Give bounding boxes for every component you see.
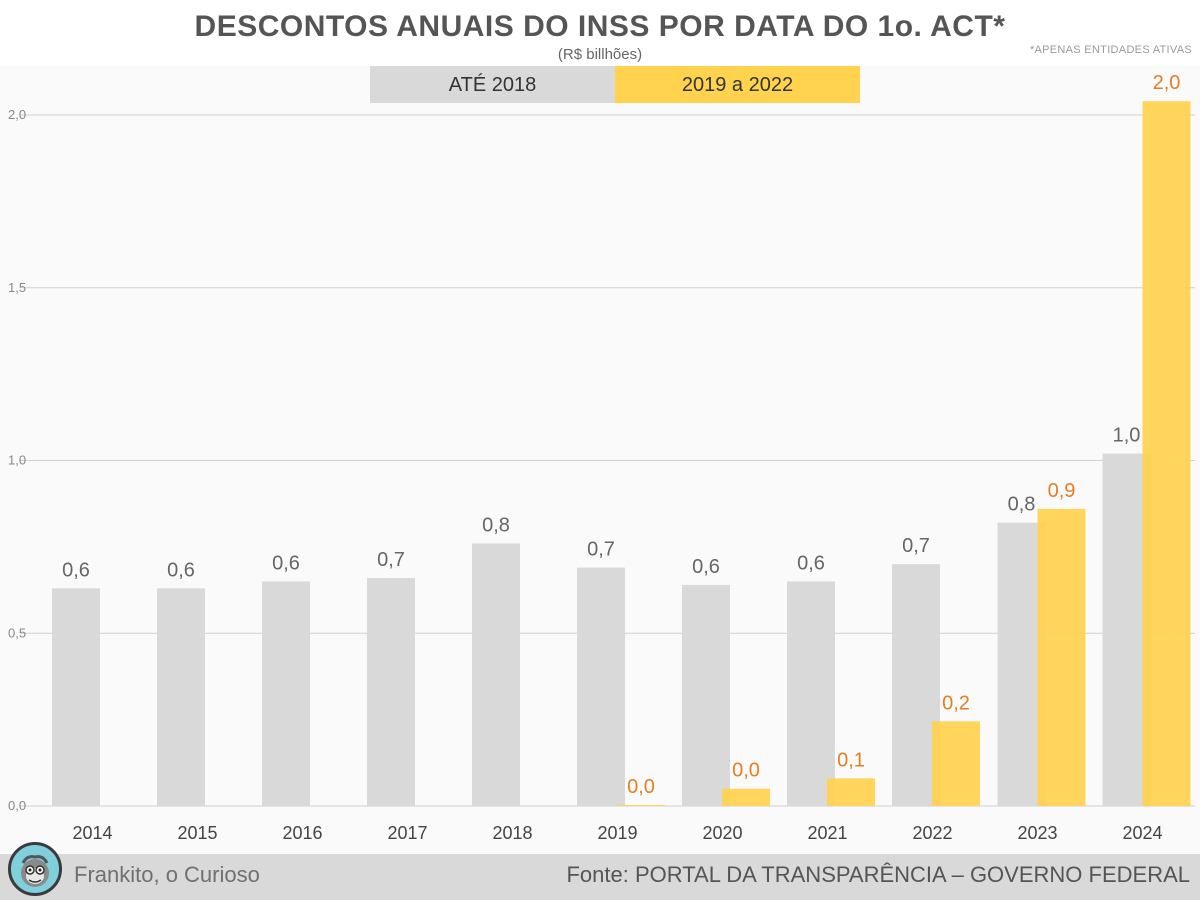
data-label-ate-2018: 0,6 <box>167 559 195 581</box>
bar-2019-2022-2022 <box>932 721 980 806</box>
bar-ate-2018-2021 <box>787 581 835 806</box>
data-label-2019-2022: 0,0 <box>627 776 655 798</box>
data-label-2019-2022: 0,9 <box>1048 480 1076 502</box>
data-label-ate-2018: 0,6 <box>62 559 90 581</box>
x-tick-label: 2021 <box>807 823 847 843</box>
bar-ate-2018-2018 <box>472 543 520 806</box>
bar-ate-2018-2016 <box>262 581 310 806</box>
data-label-ate-2018: 0,8 <box>1008 494 1036 516</box>
chart-subtitle: (R$ billhões) <box>557 46 643 63</box>
chart-note: *APENAS ENTIDADES ATIVAS <box>1029 44 1192 56</box>
x-tick-label: 2014 <box>72 823 112 843</box>
x-tick-label: 2017 <box>387 823 427 843</box>
monkey-logo-icon <box>8 842 62 896</box>
x-tick-label: 2022 <box>912 823 952 843</box>
bar-ate-2018-2017 <box>367 577 415 806</box>
bar-ate-2018-2015 <box>157 588 205 806</box>
chart-title: DESCONTOS ANUAIS DO INSS POR DATA DO 1o.… <box>194 10 1006 43</box>
data-label-ate-2018: 0,8 <box>482 514 510 536</box>
footer-source: Fonte: PORTAL DA TRANSPARÊNCIA – GOVERNO… <box>566 862 1190 887</box>
data-label-2019-2022: 0,1 <box>837 749 865 771</box>
x-tick-label: 2024 <box>1122 823 1162 843</box>
data-label-ate-2018: 1,0 <box>1113 425 1141 447</box>
y-tick-label: 1,5 <box>8 280 26 295</box>
data-label-2019-2022: 0,0 <box>732 760 760 782</box>
x-tick-label: 2015 <box>177 823 217 843</box>
y-tick-label: 0,5 <box>8 625 26 640</box>
data-label-ate-2018: 0,7 <box>587 539 615 561</box>
bar-ate-2018-2019 <box>577 567 625 806</box>
x-tick-label: 2019 <box>597 823 637 843</box>
legend-label-1: 2019 a 2022 <box>682 74 793 96</box>
footer-author: Frankito, o Curioso <box>74 862 260 887</box>
bar-ate-2018-2014 <box>52 588 100 806</box>
data-label-2019-2022: 2,0 <box>1153 72 1181 94</box>
data-label-ate-2018: 0,7 <box>902 535 930 557</box>
bar-ate-2018-2020 <box>682 584 730 806</box>
y-tick-label: 2,0 <box>8 107 26 122</box>
data-label-ate-2018: 0,6 <box>692 556 720 578</box>
x-tick-label: 2020 <box>702 823 742 843</box>
footer-bar <box>0 854 1200 900</box>
x-tick-label: 2016 <box>282 823 322 843</box>
legend-label-0: ATÉ 2018 <box>449 73 536 96</box>
x-tick-label: 2023 <box>1017 823 1057 843</box>
bar-2019-2022-2024 <box>1142 101 1191 807</box>
data-label-ate-2018: 0,6 <box>272 552 300 574</box>
data-label-2019-2022: 0,2 <box>942 692 970 714</box>
data-label-ate-2018: 0,7 <box>377 549 405 571</box>
legend-swatch-1 <box>615 66 860 103</box>
y-tick-label: 0,0 <box>8 798 26 813</box>
bar-2019-2022-2021 <box>827 778 875 806</box>
legend-swatch-0 <box>370 66 615 103</box>
bar-chart: 0,0 0,5 1,0 1,5 2,0 ATÉ 2018 2019 a 2022 0,6 201… <box>8 66 1195 843</box>
bar-2019-2022-2020 <box>722 788 770 806</box>
bar-2019-2022-2019 <box>617 804 665 806</box>
x-tick-label: 2018 <box>492 823 532 843</box>
bar-2019-2022-2023 <box>1037 508 1086 806</box>
data-label-ate-2018: 0,6 <box>797 552 825 574</box>
y-tick-label: 1,0 <box>8 453 26 468</box>
